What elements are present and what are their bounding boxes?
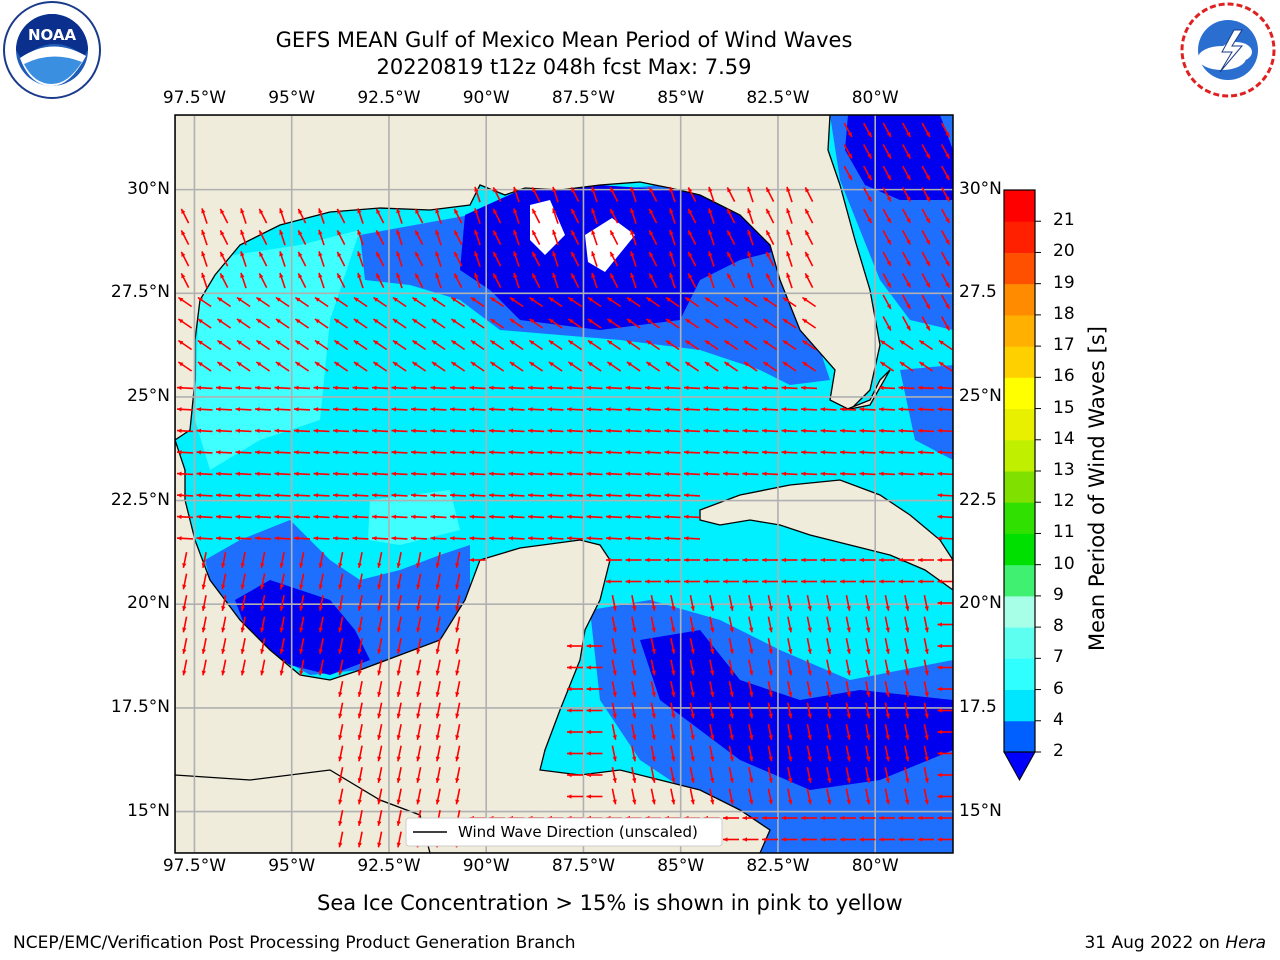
legend-label: Wind Wave Direction (unscaled) [458,823,698,841]
lat-tick-left: 20°N [127,593,170,613]
lon-tick-top: 85°W [657,88,704,108]
lon-tick-bottom: 97.5°W [163,856,226,876]
lat-tick-left: 22.5°N [111,490,170,510]
colorbar-segment [1004,377,1035,409]
colorbar-tick-label: 14 [1053,429,1075,449]
colorbar-segment [1004,221,1035,253]
colorbar-segment [1004,533,1035,565]
colorbar-tick-label: 11 [1053,522,1075,542]
colorbar-label: Mean Period of Wind Waves [s] [1085,326,1109,651]
colorbar-tick-label: 20 [1053,241,1075,261]
colorbar-segment [1004,440,1035,472]
lat-tick-left: 30°N [127,179,170,199]
colorbar-segment [1004,471,1035,503]
colorbar-tick-label: 19 [1053,273,1075,293]
lat-tick-left: 27.5°N [111,282,170,302]
colorbar-underflow [1004,752,1035,780]
colorbar-segment [1004,284,1035,316]
map-field: Wind Wave Direction (unscaled) [175,115,954,853]
colorbar-segment [1004,409,1035,441]
colorbar-tick-label: 8 [1053,616,1064,636]
lon-tick-top: 92.5°W [357,88,420,108]
colorbar-tick-label: 13 [1053,460,1075,480]
lon-tick-bottom: 92.5°W [357,856,420,876]
lon-tick-top: 97.5°W [163,88,226,108]
footer-branch: NCEP/EMC/Verification Post Processing Pr… [13,933,576,953]
lon-tick-top: 82.5°W [746,88,809,108]
lon-tick-top: 90°W [463,88,510,108]
lon-tick-top: 87.5°W [552,88,615,108]
colorbar-segment [1004,502,1035,534]
lon-tick-top: 80°W [852,88,899,108]
lon-tick-top: 95°W [268,88,315,108]
colorbar-segment [1004,565,1035,597]
footer-date: 31 Aug 2022 on Hera [1084,933,1266,953]
lat-tick-left: 25°N [127,386,170,406]
colorbar [990,180,1060,790]
colorbar-segment [1004,190,1035,222]
lon-tick-bottom: 85°W [657,856,704,876]
colorbar-segment [1004,690,1035,722]
footer-machine: Hera [1225,933,1266,953]
colorbar-segment [1004,346,1035,378]
colorbar-tick-label: 9 [1053,585,1064,605]
colorbar-tick-label: 12 [1053,491,1075,511]
lat-tick-left: 17.5°N [111,697,170,717]
colorbar-tick-label: 7 [1053,647,1064,667]
lat-tick-left: 15°N [127,801,170,821]
colorbar-tick-label: 17 [1053,335,1075,355]
colorbar-tick-label: 10 [1053,554,1075,574]
colorbar-segment [1004,252,1035,284]
colorbar-tick-label: 4 [1053,710,1064,730]
lon-tick-bottom: 95°W [268,856,315,876]
lon-tick-bottom: 82.5°W [746,856,809,876]
lat-tick-right: 15°N [959,801,1002,821]
colorbar-tick-label: 6 [1053,679,1064,699]
colorbar-tick-label: 15 [1053,398,1075,418]
colorbar-segment [1004,627,1035,659]
colorbar-segment [1004,596,1035,628]
colorbar-tick-label: 18 [1053,304,1075,324]
lon-tick-bottom: 87.5°W [552,856,615,876]
footer-date-text: 31 Aug 2022 on [1084,933,1225,953]
colorbar-segment [1004,315,1035,347]
colorbar-segment [1004,658,1035,690]
lon-tick-bottom: 80°W [852,856,899,876]
colorbar-tick-label: 21 [1053,210,1075,230]
colorbar-tick-label: 16 [1053,366,1075,386]
colorbar-tick-label: 2 [1053,741,1064,761]
lon-tick-bottom: 90°W [463,856,510,876]
sea-ice-note: Sea Ice Concentration > 15% is shown in … [317,891,903,915]
colorbar-segment [1004,721,1035,753]
